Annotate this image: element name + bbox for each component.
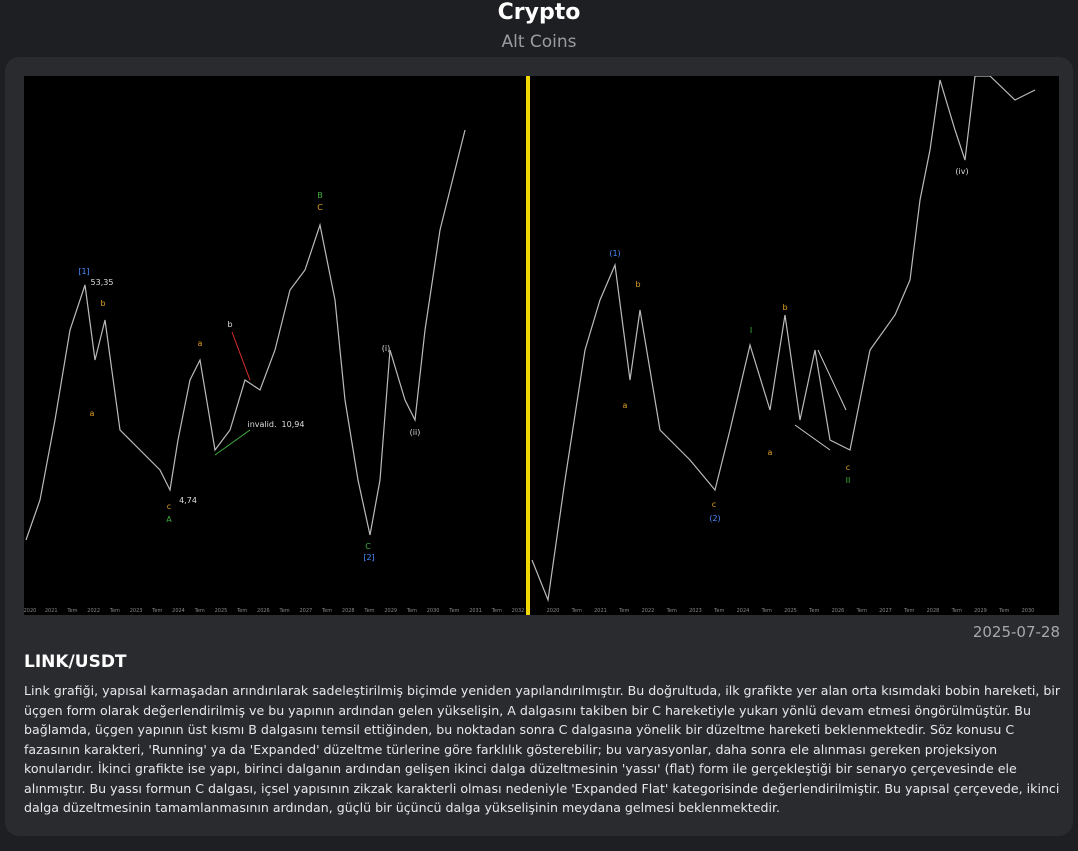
x-axis-label: Tem bbox=[903, 608, 914, 614]
wave-label: 4,74 bbox=[179, 496, 197, 505]
wave-label: a bbox=[623, 401, 628, 410]
x-axis-label: 2020 bbox=[547, 608, 560, 614]
x-axis-label: 2029 bbox=[384, 608, 397, 614]
x-axis-label: 2025 bbox=[784, 608, 797, 614]
wave-label: c bbox=[712, 500, 716, 509]
x-axis-label: 2028 bbox=[927, 608, 940, 614]
x-axis-label: Tem bbox=[666, 608, 677, 614]
post-date: 2025-07-28 bbox=[972, 623, 1060, 641]
x-axis-label: Tem bbox=[236, 608, 247, 614]
wave-label: c bbox=[167, 502, 171, 511]
x-axis-label: Tem bbox=[279, 608, 290, 614]
x-axis-label: Tem bbox=[109, 608, 120, 614]
wave-label: 53,35 bbox=[91, 278, 114, 287]
x-axis-label: 2023 bbox=[689, 608, 702, 614]
wave-label: invalid. bbox=[248, 420, 277, 429]
x-axis-label: Tem bbox=[761, 608, 772, 614]
x-axis-label: Tem bbox=[66, 608, 77, 614]
x-axis-label: Tem bbox=[406, 608, 417, 614]
x-axis-label: Tem bbox=[194, 608, 205, 614]
x-axis-label: 2028 bbox=[342, 608, 355, 614]
x-axis-label: Tem bbox=[856, 608, 867, 614]
x-axis-label: 2027 bbox=[299, 608, 312, 614]
x-axis-label: Tem bbox=[151, 608, 162, 614]
wave-label: a bbox=[90, 409, 95, 418]
wave-label: (i) bbox=[382, 344, 390, 353]
x-axis-label: 2030 bbox=[1022, 608, 1035, 614]
wave-label: II bbox=[846, 476, 851, 485]
wave-label: b bbox=[635, 280, 640, 289]
x-axis-label: 2022 bbox=[642, 608, 655, 614]
x-axis-label: Tem bbox=[571, 608, 582, 614]
x-axis-label: 2031 bbox=[469, 608, 482, 614]
x-axis-label: 2025 bbox=[215, 608, 228, 614]
page-subtitle: Alt Coins bbox=[501, 32, 577, 52]
wave-label: (ii) bbox=[410, 428, 421, 437]
x-axis-label: 2021 bbox=[594, 608, 607, 614]
x-axis-label: 2030 bbox=[427, 608, 440, 614]
x-axis-label: 2026 bbox=[257, 608, 270, 614]
wave-label: c bbox=[846, 463, 850, 472]
wave-label: [1] bbox=[78, 267, 89, 276]
wave-label: C bbox=[365, 542, 371, 551]
wave-label: C bbox=[317, 203, 323, 212]
x-axis-label: Tem bbox=[321, 608, 332, 614]
wave-label: b bbox=[227, 320, 232, 329]
x-axis-label: 2022 bbox=[87, 608, 100, 614]
wave-label: b bbox=[100, 299, 105, 308]
wave-label: I bbox=[750, 326, 752, 335]
post-title: LINK/USDT bbox=[24, 652, 127, 672]
wave-label: (iv) bbox=[955, 167, 968, 176]
x-axis-label: Tem bbox=[951, 608, 962, 614]
wave-label: A bbox=[166, 515, 172, 524]
wave-label: a bbox=[198, 339, 203, 348]
wave-label: B bbox=[317, 191, 323, 200]
x-axis-label: Tem bbox=[491, 608, 502, 614]
wave-label: b bbox=[782, 303, 787, 312]
x-axis-label: 2026 bbox=[832, 608, 845, 614]
x-axis-label: Tem bbox=[448, 608, 459, 614]
page-title: Crypto bbox=[497, 0, 581, 25]
wave-label: (2) bbox=[709, 514, 720, 523]
wave-label: 10,94 bbox=[282, 420, 305, 429]
x-axis-label: 2021 bbox=[45, 608, 58, 614]
x-axis-label: Tem bbox=[363, 608, 374, 614]
wave-label: [2] bbox=[363, 553, 374, 562]
x-axis-label: 2027 bbox=[879, 608, 892, 614]
x-axis-label: 2029 bbox=[974, 608, 987, 614]
x-axis-label: 2024 bbox=[172, 608, 185, 614]
x-axis-label: 2023 bbox=[130, 608, 143, 614]
wave-label: a bbox=[768, 448, 773, 457]
post-body: Link grafiği, yapısal karmaşadan arındır… bbox=[24, 683, 1061, 815]
x-axis-label: Tem bbox=[713, 608, 724, 614]
x-axis-label: Tem bbox=[998, 608, 1009, 614]
wave-label: (1) bbox=[609, 249, 620, 258]
x-axis-label: 2024 bbox=[737, 608, 750, 614]
x-axis-label: 2032 bbox=[512, 608, 525, 614]
x-axis-label: Tem bbox=[618, 608, 629, 614]
x-axis-label: 2020 bbox=[24, 608, 36, 614]
x-axis-label: Tem bbox=[808, 608, 819, 614]
